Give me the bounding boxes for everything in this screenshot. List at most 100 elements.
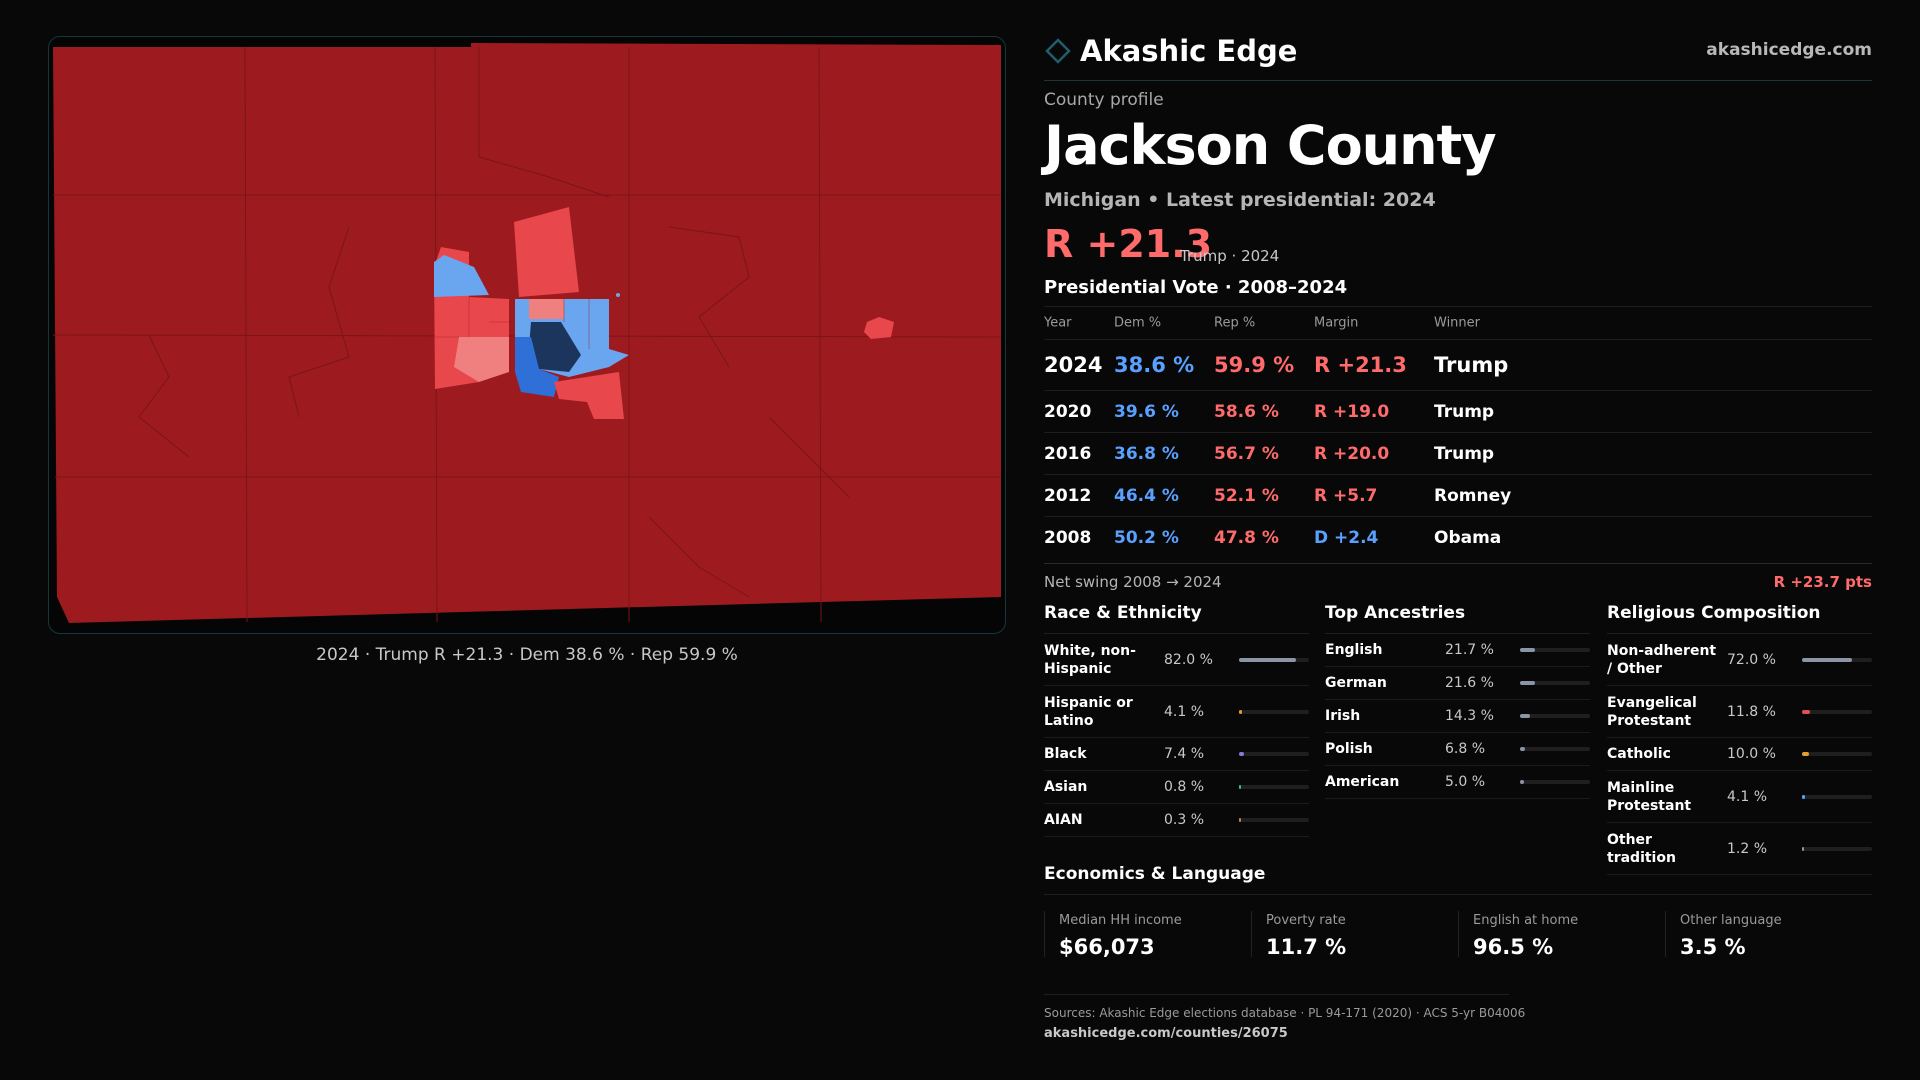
vote-row: 2008 50.2 % 47.8 % D +2.4 Obama — [1044, 516, 1872, 558]
ancestry-bar-fill — [1520, 747, 1525, 751]
header-dem: Dem % — [1114, 315, 1162, 331]
vote-cell-margin: R +21.3 — [1314, 353, 1407, 377]
race-title: Race & Ethnicity — [1044, 603, 1202, 623]
religion-bar-fill — [1802, 794, 1805, 799]
ancestry-bar — [1520, 681, 1590, 685]
headline-margin-note: Trump · 2024 — [1180, 247, 1280, 265]
economics-label: English at home — [1473, 913, 1579, 928]
site-link[interactable]: akashicedge.com — [1706, 40, 1872, 60]
precinct-map[interactable] — [48, 36, 1006, 634]
ancestry-label: American — [1325, 774, 1400, 790]
ancestry-row: American 5.0 % — [1325, 766, 1590, 799]
precinct-rep-light-1 — [454, 337, 509, 382]
brand[interactable]: Akashic Edge — [1044, 34, 1297, 68]
map-caption: 2024 · Trump R +21.3 · Dem 38.6 % · Rep … — [316, 645, 738, 665]
urban-precincts — [434, 207, 894, 419]
race-bar — [1239, 657, 1309, 662]
vote-cell-rep: 56.7 % — [1214, 443, 1279, 464]
race-bar-fill — [1239, 657, 1297, 662]
ancestry-bar — [1520, 780, 1590, 784]
race-label: Asian — [1044, 779, 1088, 795]
religion-bar — [1802, 846, 1872, 851]
religion-label: Catholic — [1607, 746, 1671, 762]
vote-cell-dem: 36.8 % — [1114, 443, 1179, 464]
net-swing-value: R +23.7 pts — [1773, 573, 1872, 591]
religion-value: 1.2 % — [1727, 840, 1768, 857]
page-title: Jackson County — [1044, 114, 1497, 177]
ancestry-label: English — [1325, 642, 1383, 658]
ancestry-value: 6.8 % — [1445, 741, 1486, 757]
economics-label: Other language — [1680, 913, 1782, 928]
ancestry-value: 21.7 % — [1445, 642, 1494, 658]
ancestry-table: English 21.7 % German 21.6 % Irish 14.3 % Poli… — [1325, 633, 1590, 799]
vote-cell-margin: R +20.0 — [1314, 443, 1390, 464]
ancestry-row: Polish 6.8 % — [1325, 733, 1590, 766]
vote-cell-year: 2012 — [1044, 485, 1092, 506]
vote-row: 2020 39.6 % 58.6 % R +19.0 Trump — [1044, 390, 1872, 432]
religion-row: Catholic 10.0 % — [1607, 738, 1872, 771]
headline-margin: R +21.3 — [1044, 222, 1213, 266]
precinct-rep-light-2 — [529, 299, 564, 319]
economics-value: 11.7 % — [1266, 935, 1347, 959]
header-margin: Margin — [1314, 315, 1359, 331]
sources-text: Sources: Akashic Edge elections database… — [1044, 1006, 1526, 1020]
religion-label: Mainline Protestant — [1607, 779, 1692, 814]
ancestry-bar-fill — [1520, 681, 1536, 685]
header-year: Year — [1044, 315, 1072, 331]
religion-value: 72.0 % — [1727, 651, 1776, 668]
economics-card: English at home 96.5 % — [1458, 895, 1665, 965]
economics-label: Median HH income — [1059, 913, 1182, 928]
precinct-dem-dot — [616, 293, 620, 297]
ancestry-bar-fill — [1520, 714, 1530, 718]
diamond-logo-icon — [1045, 38, 1071, 64]
net-swing-label: Net swing 2008 → 2024 — [1044, 573, 1222, 591]
race-row: Black 7.4 % — [1044, 738, 1309, 771]
precinct-rep-med-outlier — [864, 317, 894, 339]
race-value: 0.8 % — [1164, 779, 1205, 795]
vote-cell-year: 2024 — [1044, 353, 1103, 377]
religion-bar-fill — [1802, 752, 1809, 756]
ancestry-label: German — [1325, 675, 1387, 691]
race-table: White, non-Hispanic 82.0 % Hispanic or Lat… — [1044, 633, 1309, 837]
religion-row: Mainline Protestant 4.1 % — [1607, 771, 1872, 823]
economics-label: Poverty rate — [1266, 913, 1346, 928]
vote-cell-winner: Trump — [1434, 353, 1509, 377]
precinct-rep-med-2 — [514, 207, 579, 297]
vote-cell-rep: 58.6 % — [1214, 401, 1279, 422]
vote-row: 2016 36.8 % 56.7 % R +20.0 Trump — [1044, 432, 1872, 474]
vote-table-header: Year Dem % Rep % Margin Winner — [1044, 306, 1872, 339]
vote-rows: 2024 38.6 % 59.9 % R +21.3 Trump 2020 39.6 % 58… — [1044, 339, 1872, 558]
precinct-rep-med-3 — [554, 372, 624, 419]
card-divider — [1665, 911, 1666, 957]
vote-cell-dem: 38.6 % — [1114, 353, 1195, 377]
vote-cell-rep: 52.1 % — [1214, 485, 1279, 506]
race-bar — [1239, 709, 1309, 714]
vote-table-title: Presidential Vote · 2008–2024 — [1044, 277, 1348, 298]
economics-card: Median HH income $66,073 — [1044, 895, 1251, 965]
ancestry-title: Top Ancestries — [1325, 603, 1466, 623]
race-bar-fill — [1239, 752, 1245, 756]
vote-cell-winner: Trump — [1434, 401, 1495, 422]
page-subtitle: Michigan • Latest presidential: 2024 — [1044, 189, 1436, 211]
sources-url[interactable]: akashicedge.com/counties/26075 — [1044, 1026, 1288, 1041]
vote-cell-rep: 59.9 % — [1214, 353, 1295, 377]
economics-value: $66,073 — [1059, 935, 1155, 959]
vote-cell-dem: 46.4 % — [1114, 485, 1179, 506]
religion-bar-fill — [1802, 657, 1853, 662]
ancestry-row: English 21.7 % — [1325, 634, 1590, 667]
vote-row: 2012 46.4 % 52.1 % R +5.7 Romney — [1044, 474, 1872, 516]
economics-cards: Median HH income $66,073 Poverty rate 11.7 … — [1044, 894, 1872, 965]
vote-cell-margin: R +5.7 — [1314, 485, 1378, 506]
vote-cell-year: 2020 — [1044, 401, 1092, 422]
header-winner: Winner — [1434, 315, 1481, 331]
ancestry-label: Polish — [1325, 741, 1373, 757]
religion-bar-fill — [1802, 846, 1804, 851]
race-row: Hispanic or Latino 4.1 % — [1044, 686, 1309, 738]
ancestry-bar — [1520, 648, 1590, 652]
race-value: 0.3 % — [1164, 812, 1205, 828]
religion-bar — [1802, 752, 1872, 756]
vote-row: 2024 38.6 % 59.9 % R +21.3 Trump — [1044, 339, 1872, 390]
race-bar-fill — [1239, 785, 1241, 789]
vote-cell-dem: 50.2 % — [1114, 527, 1179, 548]
race-row: AIAN 0.3 % — [1044, 804, 1309, 837]
